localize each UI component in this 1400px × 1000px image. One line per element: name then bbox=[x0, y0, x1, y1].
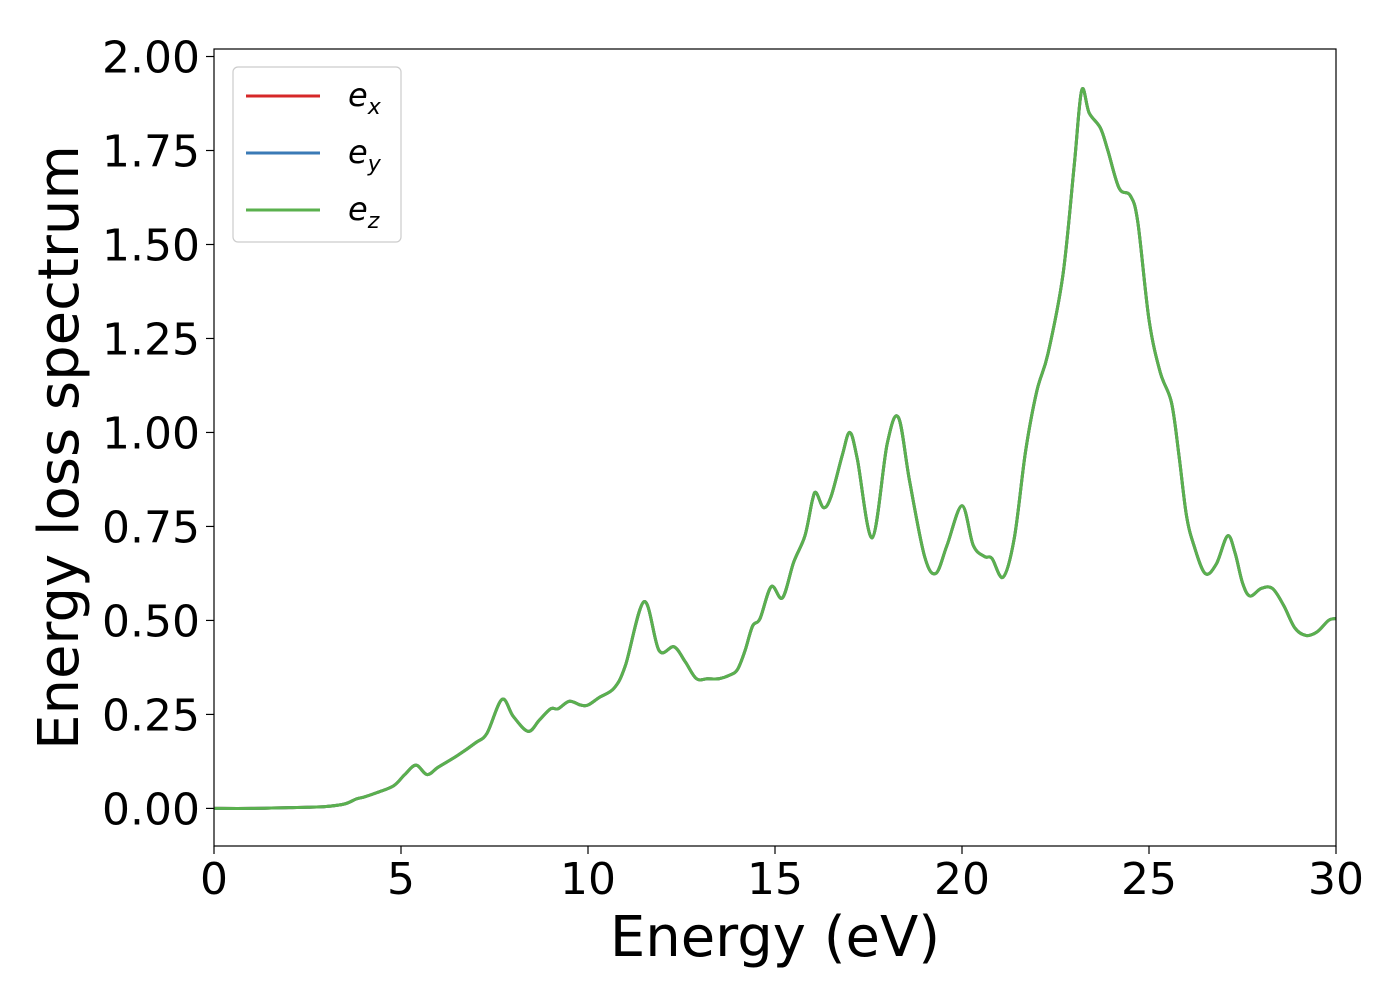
y-axis-ticks: 0.00 0.25 0.50 0.75 1.00 1.25 1.50 1.75 2.00 bbox=[102, 33, 214, 835]
x-axis-ticks: 0 5 10 15 20 25 30 bbox=[200, 846, 1364, 905]
legend-label-e-y: ey bbox=[348, 133, 382, 177]
y-tick-label: 0.00 bbox=[102, 784, 200, 835]
legend-label-subscript: y bbox=[367, 152, 382, 177]
y-tick-label: 1.50 bbox=[102, 220, 200, 271]
series-line-e-z bbox=[214, 87, 1336, 810]
legend-label-e-x: ex bbox=[348, 76, 382, 120]
x-tick-label: 0 bbox=[200, 854, 228, 905]
x-tick-label: 25 bbox=[1121, 854, 1177, 905]
x-tick-label: 15 bbox=[747, 854, 803, 905]
x-tick-label: 10 bbox=[560, 854, 616, 905]
y-tick-label: 0.75 bbox=[102, 502, 200, 553]
legend-label-base: e bbox=[348, 190, 368, 228]
y-axis-title: Energy loss spectrum bbox=[27, 145, 92, 750]
y-tick-label: 1.00 bbox=[102, 408, 200, 459]
legend-label-e-z: ez bbox=[348, 190, 380, 234]
legend-label-base: e bbox=[348, 76, 368, 114]
legend-label-subscript: z bbox=[367, 209, 380, 234]
y-tick-label: 2.00 bbox=[102, 33, 200, 84]
legend-label-base: e bbox=[348, 133, 368, 171]
y-tick-label: 0.50 bbox=[102, 596, 200, 647]
series-layer bbox=[214, 87, 1336, 810]
x-tick-label: 20 bbox=[934, 854, 990, 905]
x-tick-label: 5 bbox=[387, 854, 415, 905]
x-tick-label: 30 bbox=[1308, 854, 1364, 905]
x-axis-title: Energy (eV) bbox=[610, 905, 940, 970]
y-tick-label: 0.25 bbox=[102, 690, 200, 741]
y-tick-label: 1.25 bbox=[102, 314, 200, 365]
y-tick-label: 1.75 bbox=[102, 127, 200, 178]
legend-label-subscript: x bbox=[367, 95, 382, 120]
